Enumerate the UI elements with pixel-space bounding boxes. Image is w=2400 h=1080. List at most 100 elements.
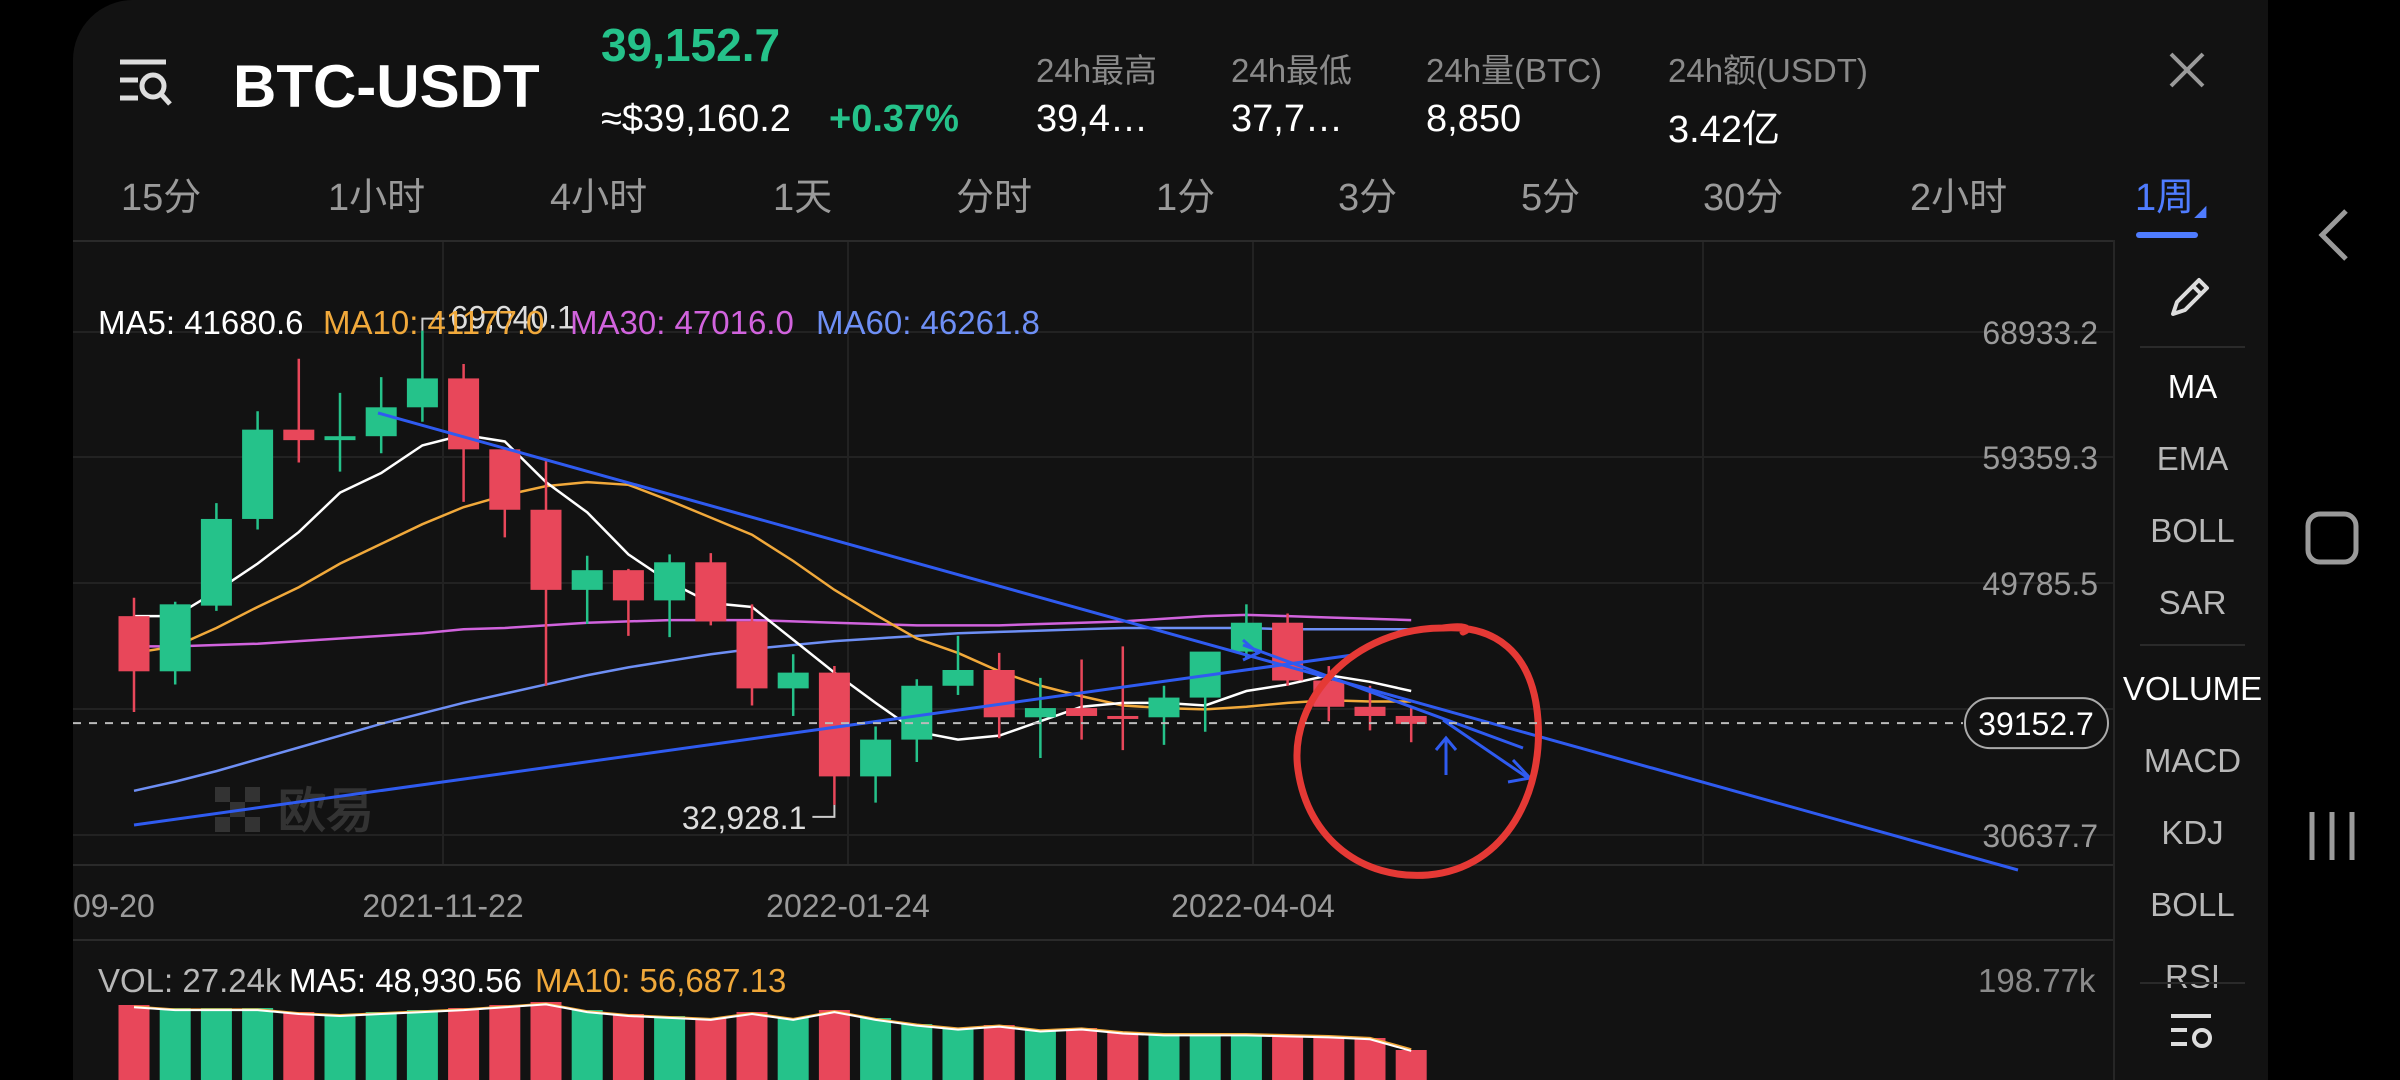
indicator-macd[interactable]: MACD <box>2143 742 2242 779</box>
volume-bar <box>901 1024 933 1080</box>
volume-bar <box>654 1016 686 1080</box>
tabs-divider <box>73 240 2256 242</box>
price-axis-label: 68933.2 <box>1982 315 2098 351</box>
recent-apps-icon[interactable] <box>2304 808 2360 864</box>
candle <box>283 358 315 463</box>
close-icon[interactable] <box>2163 46 2211 94</box>
candle <box>818 666 850 805</box>
volume-bar <box>612 1014 644 1080</box>
volume-bar <box>1107 1032 1139 1080</box>
home-square-icon[interactable] <box>2304 510 2360 566</box>
volume-bar <box>1395 1050 1427 1080</box>
candle <box>159 601 191 685</box>
candle <box>654 554 686 638</box>
tab-1w[interactable]: 1周◢ <box>2135 166 2206 221</box>
volume-bar <box>530 1002 562 1080</box>
indicator-settings-icon[interactable] <box>2167 1010 2217 1054</box>
candle-body <box>1354 706 1386 716</box>
candle <box>118 597 150 713</box>
indicator-boll[interactable]: BOLL <box>2150 512 2235 549</box>
pencil-draw-icon[interactable] <box>2165 272 2215 322</box>
back-chevron-icon[interactable] <box>2310 205 2360 265</box>
tab-1h[interactable]: 1小时 <box>328 177 426 219</box>
candle-body <box>571 570 603 590</box>
ma5-legend: MA5: 41680.6 <box>98 304 304 341</box>
tab-5m[interactable]: 5分 <box>1521 177 1581 219</box>
candle-body <box>1107 715 1139 719</box>
candle-body <box>1066 708 1098 716</box>
candle <box>901 679 933 762</box>
stat-value-low: 37,7… <box>1231 98 1343 140</box>
indicator-ema[interactable]: EMA <box>2156 440 2229 477</box>
volume-bar <box>365 1012 397 1080</box>
dropdown-triangle-icon: ◢ <box>2194 203 2207 220</box>
app-window: BTC-USDT 39,152.7 ≈$39,160.2 +0.37% 24h最… <box>73 0 2268 1080</box>
indicator-boll-sub[interactable]: BOLL <box>2150 886 2235 923</box>
candle <box>1272 613 1304 686</box>
side-separator <box>2140 982 2245 984</box>
volume-bar <box>489 1005 521 1080</box>
active-tab-indicator <box>2136 232 2198 238</box>
candle <box>530 461 562 686</box>
candle <box>200 503 232 611</box>
indicator-ma[interactable]: MA <box>2167 368 2218 405</box>
candle-body <box>901 685 933 740</box>
tab-1m[interactable]: 1分 <box>1156 177 1216 219</box>
tab-15m[interactable]: 15分 <box>121 177 202 219</box>
candle <box>242 411 274 530</box>
candle <box>1395 708 1427 743</box>
candle-body <box>942 669 974 686</box>
volume-bar <box>242 1008 274 1080</box>
high-marker <box>421 317 445 331</box>
usd-price: ≈$39,160.2 <box>601 98 791 140</box>
logo-square <box>245 817 260 832</box>
candle-body <box>654 562 686 601</box>
candle <box>983 652 1015 739</box>
candle-body <box>1272 622 1304 681</box>
high-label: 69,040.1 <box>450 300 575 336</box>
current-price-tag-box <box>1964 697 2109 750</box>
candle-body <box>365 407 397 437</box>
arrow-up-head <box>1434 735 1458 751</box>
volume-bar <box>1066 1028 1098 1080</box>
candle-body <box>695 562 727 622</box>
volume-bar <box>571 1010 603 1080</box>
tab-1d[interactable]: 1天 <box>773 177 833 219</box>
candle <box>1189 651 1221 732</box>
indicator-sar[interactable]: SAR <box>2158 584 2227 621</box>
volume-bar <box>1024 1030 1056 1080</box>
volume-bar <box>324 1014 356 1080</box>
stat-value-volume: 8,850 <box>1426 98 1522 140</box>
volume-bar <box>406 1010 438 1080</box>
candle-body <box>983 669 1015 718</box>
candle <box>695 553 727 626</box>
volume-bar <box>283 1012 315 1080</box>
vol-ma10-legend: MA10: 56,687.13 <box>535 962 787 999</box>
vol-legend: VOL: 27.24k <box>98 962 282 999</box>
price-axis-label: 49785.5 <box>1982 566 2098 602</box>
ma60-line <box>133 626 1412 793</box>
candle-body <box>118 616 150 672</box>
tab-timeline[interactable]: 分时 <box>956 177 1033 219</box>
ma5-line <box>134 433 1412 741</box>
tab-3m[interactable]: 3分 <box>1338 177 1398 219</box>
volume-bar <box>448 1008 480 1080</box>
candle <box>571 555 603 625</box>
logo-square <box>215 817 230 832</box>
low-label: 32,928.1 <box>682 800 807 836</box>
indicator-kdj[interactable]: KDJ <box>2161 814 2224 851</box>
date-axis-label: 2021-11-22 <box>362 888 523 924</box>
kline-chart[interactable]: 欧易 68933.259359.349785.540211.630637.739… <box>73 0 2113 1080</box>
indicator-volume[interactable]: VOLUME <box>2122 670 2263 707</box>
volume-bar <box>118 1005 150 1080</box>
volume-bar <box>1148 1034 1180 1080</box>
tab-30m[interactable]: 30分 <box>1703 177 1784 219</box>
candle-body <box>1395 715 1427 724</box>
indicator-panel: MA EMA BOLL SAR VOLUME MACD KDJ BOLL RSI <box>2113 240 2268 1080</box>
trendline-short <box>1242 643 1524 750</box>
pair-title[interactable]: BTC-USDT <box>233 53 540 120</box>
menu-search-icon[interactable] <box>118 58 173 108</box>
volume-bar <box>818 1010 850 1080</box>
tab-2h[interactable]: 2小时 <box>1910 177 2008 219</box>
tab-4h[interactable]: 4小时 <box>550 177 648 219</box>
